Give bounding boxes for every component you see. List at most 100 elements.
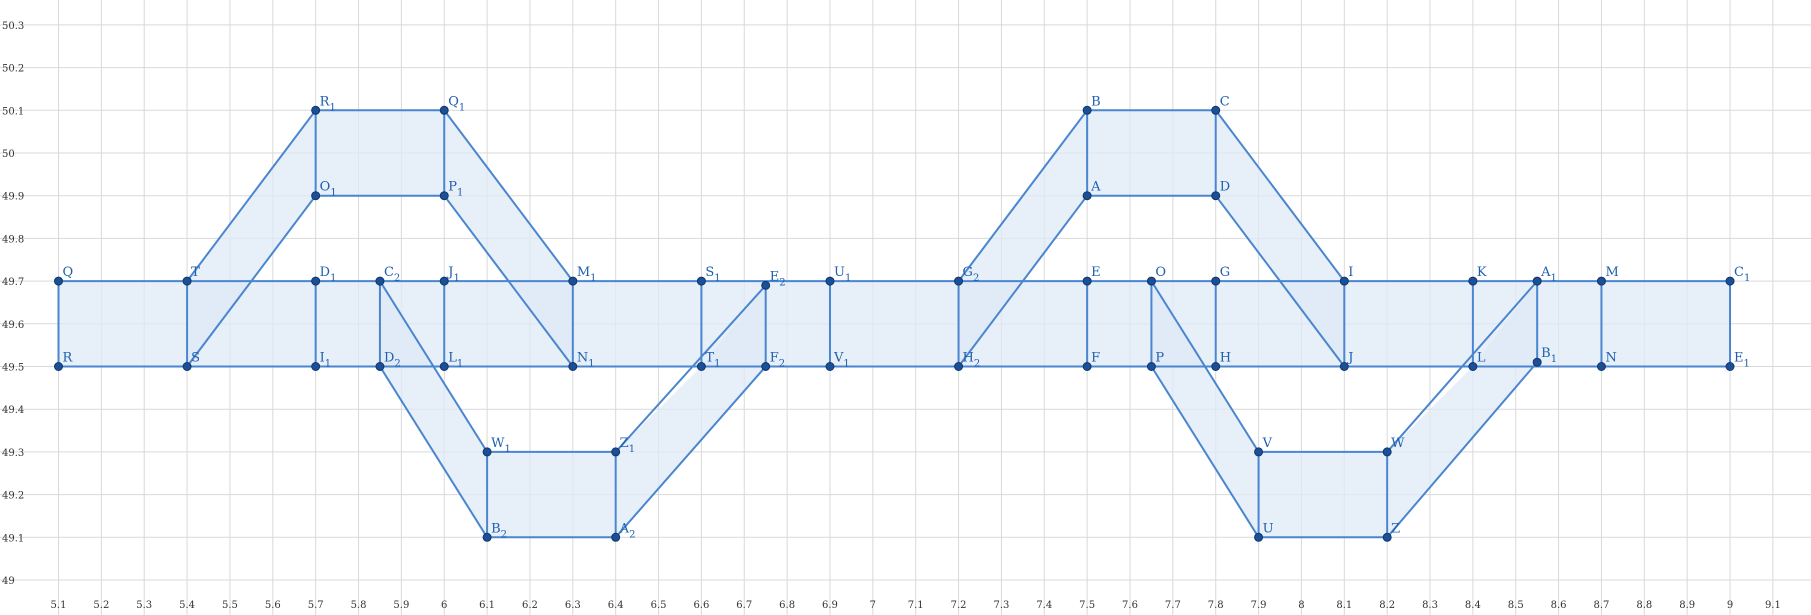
shaded-region xyxy=(380,281,766,538)
point-label-S: S xyxy=(191,351,200,366)
point-P xyxy=(1146,362,1156,371)
segment xyxy=(378,280,489,453)
point-M xyxy=(1596,276,1606,286)
x-tick-label: 6.7 xyxy=(736,600,752,611)
x-tick-label: 6.8 xyxy=(779,600,795,611)
x-tick-label: 7.2 xyxy=(951,600,967,611)
point-E xyxy=(1082,276,1092,286)
x-tick-label: 8.3 xyxy=(1422,600,1438,611)
segment xyxy=(378,365,489,539)
segment xyxy=(1386,280,1539,453)
x-tick-label: 7 xyxy=(870,600,876,611)
x-tick-label: 6.9 xyxy=(822,600,838,611)
y-tick-label: 49.5 xyxy=(2,363,24,374)
x-tick-label: 7.5 xyxy=(1079,600,1095,611)
x-tick-label: 6.3 xyxy=(565,600,581,611)
x-tick-label: 5.4 xyxy=(179,600,195,611)
x-tick-label: 6.6 xyxy=(693,600,709,611)
point-R1 xyxy=(311,105,321,115)
point-F xyxy=(1082,362,1092,371)
x-tick-label: 5.6 xyxy=(265,600,281,611)
segments xyxy=(57,109,1732,539)
point-E1 xyxy=(1725,362,1735,371)
x-tick-label: 9 xyxy=(1727,600,1733,611)
segment xyxy=(1214,109,1346,283)
point-J1 xyxy=(439,276,449,286)
x-tick-label: 7.7 xyxy=(1165,600,1181,611)
x-tick-label: 8.8 xyxy=(1636,600,1652,611)
x-tick-label: 7.8 xyxy=(1208,600,1224,611)
point-A xyxy=(1082,191,1092,201)
point-R xyxy=(54,362,63,371)
point-S xyxy=(182,362,192,371)
point-N1 xyxy=(568,362,578,371)
shaded-region xyxy=(958,110,1345,367)
x-tick-label: 6.1 xyxy=(479,600,495,611)
point-label-T: T xyxy=(191,265,200,280)
point-E2 xyxy=(761,280,771,290)
filled-regions xyxy=(58,110,1730,538)
segment xyxy=(614,284,767,453)
y-tick-label: 49.4 xyxy=(2,405,24,416)
point-Q xyxy=(54,276,63,286)
y-tick-label: 49.3 xyxy=(2,448,24,459)
segment xyxy=(1150,365,1260,539)
point-Z1 xyxy=(611,447,621,457)
point-label-I: I xyxy=(1348,265,1353,280)
y-tick-label: 50.2 xyxy=(2,64,24,75)
point-label-I1: I1 xyxy=(320,351,332,370)
y-tick-label: 49.7 xyxy=(2,277,24,288)
point-H xyxy=(1211,362,1221,371)
point-G2 xyxy=(954,276,964,286)
point-Z xyxy=(1382,532,1392,542)
point-C2 xyxy=(375,276,385,286)
segment xyxy=(1386,361,1539,539)
segment xyxy=(443,194,574,368)
point-T1 xyxy=(696,362,706,371)
point-label-P: P xyxy=(1155,351,1164,366)
point-L1 xyxy=(439,362,449,371)
point-G xyxy=(1211,276,1221,286)
point-U xyxy=(1254,532,1264,542)
point-I xyxy=(1339,276,1349,286)
point-label-M: M xyxy=(1605,265,1618,280)
point-Q1 xyxy=(439,105,449,115)
point-T xyxy=(182,276,192,286)
x-tick-label: 6.4 xyxy=(608,600,624,611)
x-tick-label: 7.6 xyxy=(1122,600,1138,611)
x-tick-label: 7.1 xyxy=(908,600,924,611)
point-W1 xyxy=(482,447,492,457)
point-J xyxy=(1339,362,1349,371)
y-tick-label: 50.3 xyxy=(2,21,24,32)
point-D1 xyxy=(311,276,321,286)
x-tick-label: 5.5 xyxy=(222,600,238,611)
point-label-O: O xyxy=(1155,265,1166,280)
x-tick-label: 8.1 xyxy=(1336,600,1352,611)
point-U1 xyxy=(825,276,835,286)
point-label-W: W xyxy=(1391,436,1405,451)
y-tick-label: 50 xyxy=(2,149,15,160)
point-P1 xyxy=(439,191,449,201)
segment xyxy=(186,109,317,283)
segment xyxy=(1150,280,1260,453)
x-tick-label: 8.9 xyxy=(1679,600,1695,611)
x-tick-label: 9.1 xyxy=(1765,600,1781,611)
point-M1 xyxy=(568,276,578,286)
x-tick-label: 6.2 xyxy=(522,600,538,611)
point-N xyxy=(1596,362,1606,371)
point-A1 xyxy=(1532,276,1542,286)
x-tick-label: 5.9 xyxy=(393,600,409,611)
y-tick-label: 49.8 xyxy=(2,234,24,245)
point-B2 xyxy=(482,532,492,542)
point-label-B: B xyxy=(1091,94,1101,109)
point-V1 xyxy=(825,362,835,371)
point-label-J: J xyxy=(1346,351,1353,366)
y-tick-label: 49.2 xyxy=(2,491,24,502)
point-A2 xyxy=(611,532,621,542)
point-label-Q: Q xyxy=(63,265,74,280)
point-label-K: K xyxy=(1477,265,1487,280)
x-tick-label: 7.9 xyxy=(1251,600,1267,611)
segment xyxy=(186,194,317,368)
x-tick-label: 8.6 xyxy=(1551,600,1567,611)
